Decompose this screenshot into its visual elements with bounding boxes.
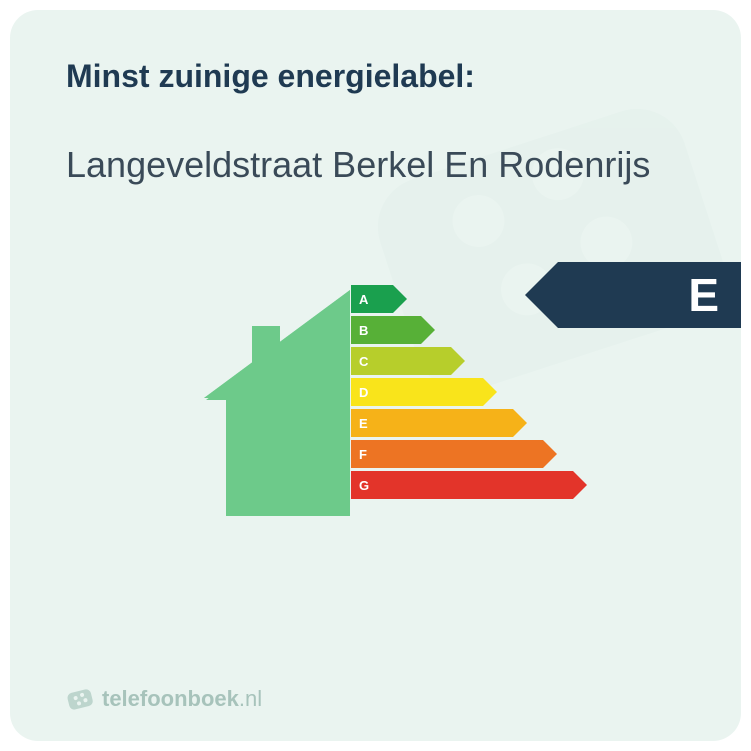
house-icon-solid [204,290,350,516]
energy-bar-f: F [351,440,573,468]
footer-brand-name: telefoonboek [102,686,239,711]
footer-brand: telefoonboek.nl [66,685,262,713]
energy-bar-d: D [351,378,573,406]
energy-bar-label: C [351,354,368,369]
phonebook-icon [66,685,94,713]
card-content: Minst zuinige energielabel: Langeveldstr… [66,58,685,516]
energy-bar-g: G [351,471,573,499]
energy-label-card: Minst zuinige energielabel: Langeveldstr… [10,10,741,741]
location-name: Langeveldstraat Berkel En Rodenrijs [66,143,685,186]
energy-bar-e: E [351,409,573,437]
energy-bar-c: C [351,347,573,375]
footer-text: telefoonboek.nl [102,686,262,712]
selected-label-badge: E [558,262,741,328]
energy-chart: ABCDEFG E [66,256,685,516]
card-title: Minst zuinige energielabel: [66,58,685,95]
selected-label-letter: E [688,268,719,322]
energy-bar-label: E [351,416,368,431]
energy-bar-label: D [351,385,368,400]
footer-brand-tld: .nl [239,686,262,711]
energy-bar-label: F [351,447,367,462]
energy-bar-label: B [351,323,368,338]
energy-bar-label: G [351,478,369,493]
energy-bar-label: A [351,292,368,307]
